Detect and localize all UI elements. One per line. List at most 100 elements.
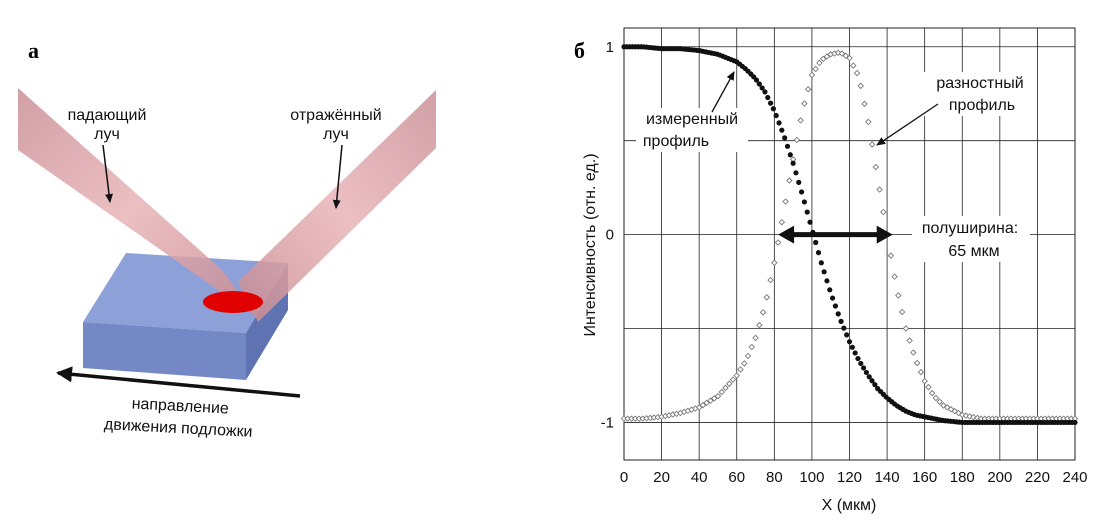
difference-profile-point [722,384,729,392]
difference-profile-point [767,276,774,284]
incident-beam-label-line1: падающий [68,107,147,124]
measured-profile-label-line2: профиль [643,133,709,150]
difference-profile-point [906,337,913,344]
measured-profile-point [779,127,785,133]
difference-profile-point [786,177,793,184]
measured-profile-label-bg [636,108,748,152]
measured-profile-point [852,350,858,356]
measured-profile-point [753,77,760,83]
difference-profile-point [778,218,786,226]
laser-spot [203,291,263,313]
measured-profile-point [832,303,839,309]
measured-profile-point [756,81,762,87]
difference-profile-point [703,399,710,407]
difference-profile-point [943,404,951,411]
difference-profile-point [816,59,823,67]
y-tick-label: 0 [606,227,614,244]
x-tick-label: 200 [987,469,1012,486]
measured-profile-point [838,318,844,324]
measured-profile-point [821,269,827,275]
difference-profile-point [710,395,718,402]
x-tick-label: 40 [691,469,708,486]
reflected-beam-pointer-arrow [332,144,343,209]
difference-profile-point [725,380,733,387]
incident-beam-pointer-arrow [102,144,113,203]
x-tick-label: 0 [620,469,628,486]
measured-profile-point [844,332,850,338]
measured-profile-point [804,209,810,215]
difference-profile-point [932,394,940,402]
x-tick-label: 80 [766,469,783,486]
difference-profile-point [744,352,752,360]
difference-profile-label-line2: профиль [949,97,1015,114]
difference-profile-point [853,69,861,77]
measured-profile-point [818,260,824,266]
direction-label-line2: движения подложки [104,416,253,441]
difference-profile-point [804,85,812,93]
measured-profile-point [855,355,861,362]
difference-profile-point [898,308,906,316]
measured-profile-point [790,160,796,166]
difference-profile-label-line1: разностный [936,75,1023,92]
x-tick-label: 220 [1025,469,1050,486]
fwhm-arrow-right-head [876,225,893,244]
difference-profile-pointer [876,103,939,146]
measured-profile-point [767,100,774,106]
difference-profile-point [774,239,782,246]
difference-profile-point [936,398,943,406]
measured-profile-point [798,189,805,195]
x-tick-label: 160 [912,469,937,486]
difference-profile-point [846,54,853,62]
fwhm-arrow-left-head [778,225,795,244]
difference-profile-point [842,52,849,60]
measured-profile-point [835,311,841,317]
measured-profile-point [801,199,808,205]
measured-profile-point [860,365,867,371]
difference-profile-point [902,325,910,332]
difference-profile-point [947,406,955,413]
difference-profile-point [891,273,898,280]
measured-profile-point [863,369,870,376]
fwhm-label-line2: 65 мкм [948,243,999,260]
difference-profile-point [910,349,917,356]
x-tick-label: 20 [653,469,670,486]
difference-profile-point [797,117,804,124]
difference-profile-point [812,65,819,73]
measured-profile-point [776,120,782,126]
y-axis-title: Интенсивность (отн. ед.) [582,153,599,336]
difference-profile-point [771,259,778,267]
difference-profile-point [880,208,887,216]
panel-b-label: б [574,38,585,63]
x-tick-label: 140 [875,469,900,486]
fwhm-label-line1: полуширина: [922,220,1018,237]
difference-profile-point [748,343,756,351]
difference-profile-point [741,360,748,367]
panel-b: б 0 20 40 60 80 100 120 140 160 180 200 220 24010-1 … [574,27,1088,514]
measured-profile-label-line1: измеренный [646,111,738,128]
difference-profile-point [733,372,740,379]
x-axis-title: X (мкм) [822,497,877,514]
measured-profile-point [829,295,836,301]
difference-profile-point [850,62,857,69]
difference-profile-point [718,388,725,396]
measured-profile-point [796,179,802,185]
x-tick-label: 100 [799,469,824,486]
x-tick-label: 180 [950,469,975,486]
difference-profile-point [695,404,703,411]
x-tick-label: 60 [728,469,745,486]
difference-profile-point [865,118,872,126]
measured-profile-point [846,339,853,345]
difference-profile-point [782,198,789,205]
difference-profile-point [801,100,808,107]
difference-profile-point [759,309,767,316]
measured-profile-point [813,239,819,246]
difference-profile-point [808,71,816,79]
measured-profile-point [869,378,875,384]
difference-profile-point [959,411,966,419]
measured-profile-point [841,325,847,331]
measured-profile-point [827,287,833,293]
difference-profile-point [838,50,846,57]
measured-profile-point [815,250,822,256]
measured-profile-point [770,106,776,112]
